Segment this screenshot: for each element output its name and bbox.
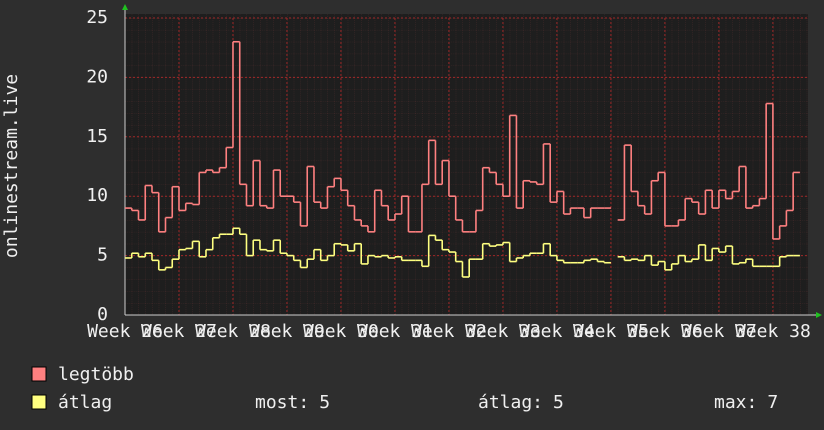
- x-tick-label: Week 36: [627, 321, 703, 342]
- x-tick-label: Week 35: [573, 321, 649, 342]
- axis-arrow: [816, 312, 822, 318]
- legend-stat: átlag: 5: [478, 392, 564, 413]
- legend-label: legtöbb: [58, 364, 134, 385]
- y-tick-label: 20: [86, 66, 108, 87]
- minor-grid: [125, 14, 808, 315]
- legend-swatch: [31, 394, 47, 410]
- legend: legtöbb átlag most: 5 átlag: 5 max: 7: [31, 364, 778, 413]
- x-tick-label: Week 29: [249, 321, 325, 342]
- stat-value: 5: [319, 392, 330, 413]
- legend-stat: max: 7: [714, 392, 778, 413]
- y-tick-label: 5: [97, 245, 108, 266]
- stat-label: most:: [255, 392, 309, 413]
- axis-arrow: [122, 4, 128, 10]
- x-tick-label: Week 38: [735, 321, 811, 342]
- x-tick-label: Week 37: [681, 321, 757, 342]
- stat-label: max:: [714, 392, 757, 413]
- stat-value: 7: [767, 392, 778, 413]
- x-tick-label: Week 28: [195, 321, 271, 342]
- x-tick-label: Week 26: [87, 321, 163, 342]
- y-axis-label: onlinestream.live: [1, 74, 22, 258]
- y-tick-label: 25: [86, 7, 108, 28]
- y-tick-label: 0: [97, 304, 108, 325]
- legend-swatch: [31, 366, 47, 382]
- y-tick-label: 10: [86, 185, 108, 206]
- x-tick-label: Week 31: [357, 321, 433, 342]
- legend-label: átlag: [58, 392, 112, 413]
- x-tick-label: Week 33: [465, 321, 541, 342]
- x-tick-label: Week 32: [411, 321, 487, 342]
- y-tick-label: 15: [86, 126, 108, 147]
- legend-stat: most: 5: [255, 392, 330, 413]
- stat-label: átlag:: [478, 392, 543, 413]
- x-tick-label: Week 34: [519, 321, 595, 342]
- stat-value: 5: [553, 392, 564, 413]
- x-tick-label: Week 30: [303, 321, 379, 342]
- x-tick-label: Week 27: [141, 321, 217, 342]
